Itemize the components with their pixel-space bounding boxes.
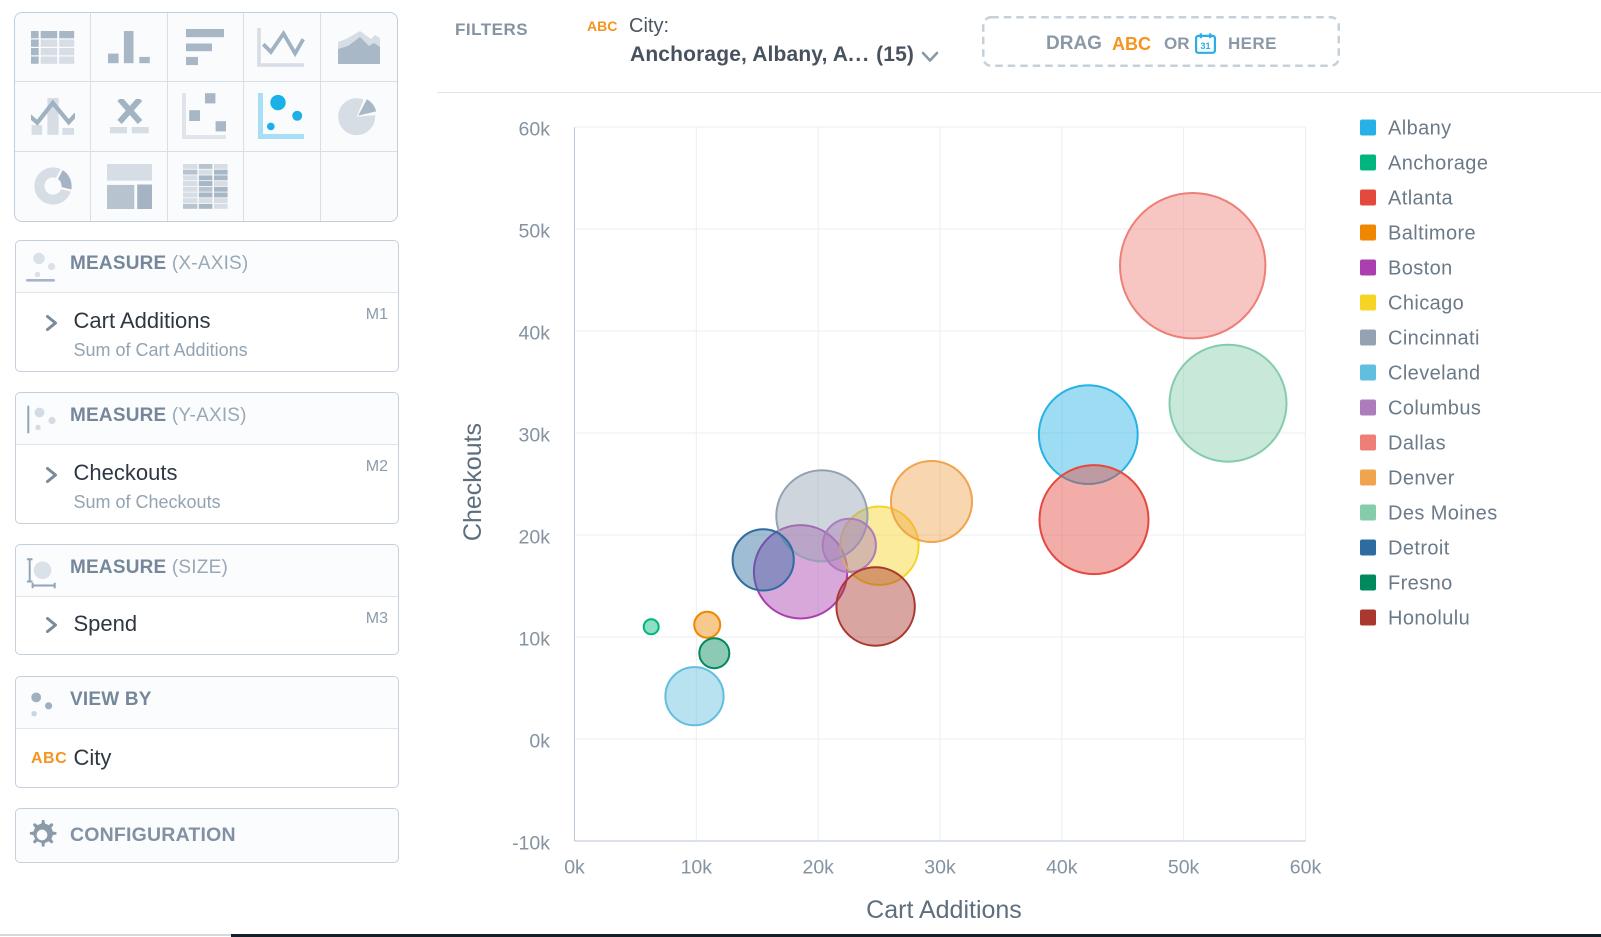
svg-text:Honolulu: Honolulu (1388, 608, 1470, 630)
svg-text:60k: 60k (1290, 857, 1322, 879)
svg-text:Chicago: Chicago (1388, 293, 1464, 315)
svg-text:0k: 0k (529, 731, 550, 753)
svg-text:10k: 10k (681, 857, 713, 879)
svg-text:-10k: -10k (512, 833, 550, 855)
svg-text:50k: 50k (1168, 857, 1200, 879)
svg-text:Fresno: Fresno (1388, 573, 1453, 595)
svg-text:Boston: Boston (1388, 258, 1453, 280)
svg-text:20k: 20k (519, 527, 551, 549)
svg-text:Cart Additions: Cart Additions (866, 896, 1022, 924)
svg-text:Denver: Denver (1388, 468, 1455, 490)
svg-text:Detroit: Detroit (1388, 538, 1450, 560)
svg-text:Albany: Albany (1388, 118, 1452, 140)
svg-text:Baltimore: Baltimore (1388, 223, 1476, 245)
svg-text:30k: 30k (519, 425, 551, 447)
svg-text:50k: 50k (519, 221, 551, 243)
svg-text:Des Moines: Des Moines (1388, 503, 1498, 525)
svg-text:Columbus: Columbus (1388, 398, 1481, 420)
svg-text:Atlanta: Atlanta (1388, 188, 1454, 210)
svg-text:10k: 10k (519, 629, 551, 651)
svg-text:40k: 40k (1046, 857, 1078, 879)
svg-text:Checkouts: Checkouts (459, 423, 487, 541)
svg-text:Anchorage: Anchorage (1388, 153, 1488, 175)
svg-text:30k: 30k (924, 857, 956, 879)
svg-text:31: 31 (1200, 41, 1210, 51)
svg-text:Cleveland: Cleveland (1388, 363, 1481, 385)
svg-text:60k: 60k (519, 119, 551, 141)
svg-text:40k: 40k (519, 323, 551, 345)
svg-text:Cincinnati: Cincinnati (1388, 328, 1480, 350)
svg-text:Dallas: Dallas (1388, 433, 1446, 455)
svg-text:0k: 0k (564, 857, 585, 879)
svg-text:20k: 20k (802, 857, 834, 879)
